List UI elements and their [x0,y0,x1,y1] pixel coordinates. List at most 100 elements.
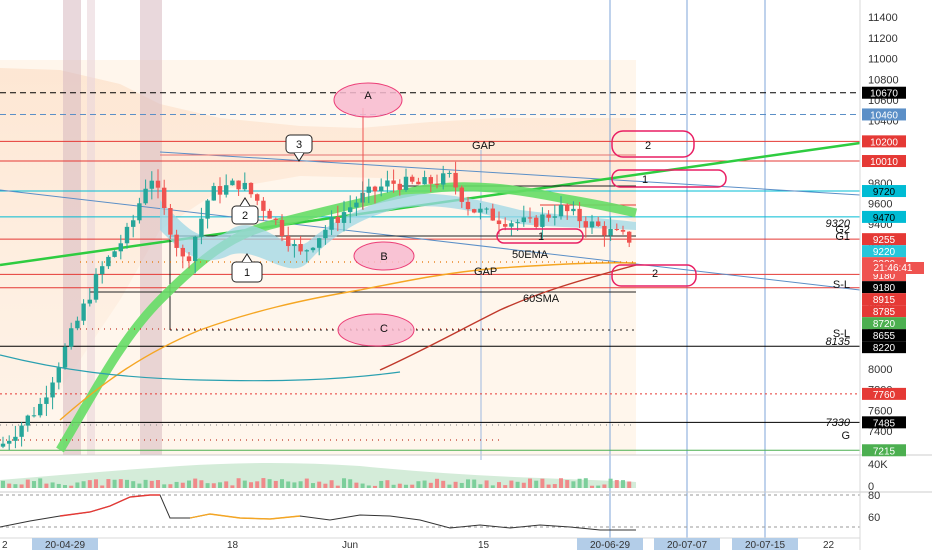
volume-bar [509,480,514,488]
volume-bar [627,481,632,488]
volume-bar [242,480,247,488]
candle-body [81,303,86,321]
sky-band [160,193,636,269]
candle-body [75,320,80,329]
annotation-text: B [380,251,387,263]
volume-bar [590,485,594,488]
level-badge-text: 7485 [873,418,896,429]
callout-3 [285,134,313,162]
candle-body [7,440,12,444]
candle-body [162,187,167,209]
volume-bar [56,483,61,488]
volume-bar [329,480,334,488]
volume-bar [118,479,123,488]
side-label: S-L [833,328,850,340]
candle-body [410,176,415,182]
candle-body [118,243,123,252]
volume-bar [75,482,80,488]
level-badge-text: 8655 [873,331,896,342]
candle-body [286,236,291,247]
candle-body [310,247,316,251]
candle-body [273,218,278,221]
volume-bar [32,481,36,488]
oscillator-axis-tick: 60 [868,512,880,524]
candle-body [366,186,371,193]
side-label: S-L [833,279,850,291]
volume-bar [565,480,570,488]
candle-body [521,217,526,223]
candle-body [385,180,390,187]
candle-body [69,328,74,347]
candle-body [583,221,588,228]
level-badge [862,233,906,246]
volume-bar [596,485,601,488]
volume-bar [298,481,303,488]
candle-body [180,247,185,257]
callout-2 [231,197,259,225]
volume-bar [87,480,92,488]
volume-bar [224,481,229,488]
level-badge-text: 9220 [873,247,896,258]
volume-bar [608,478,613,488]
side-label: G2 [835,224,850,236]
volume-bar [94,479,98,488]
level-badge [862,341,906,354]
candle-body [627,231,632,243]
volume-bar [230,485,235,488]
side-label: 8135 [826,336,851,348]
volume-bar [459,482,464,488]
volume-bar [180,482,185,488]
candle-body [335,216,340,223]
volume-bar [602,484,607,488]
time-axis-tick: 22 [823,540,835,550]
oscillator-axis-tick: 80 [868,490,880,502]
candle-body [552,216,557,218]
level-lines [0,92,860,451]
level-badge [862,245,906,258]
time-axis-tick: 15 [478,540,490,550]
volume-bar [63,485,67,488]
level-badge-text: 10460 [870,110,898,121]
level-badge [862,108,906,121]
annotation-text: 60SMA [523,293,560,305]
level-badge [862,416,906,429]
volume-bar [534,480,539,488]
time-axis-tick: Jun [342,540,358,550]
annotation-text: 3 [296,139,302,151]
annotation-text: 2 [242,210,248,222]
candle-body [124,226,130,244]
level-badges: 1067010460102001001097209470925592209200… [862,86,906,457]
level-badge [862,86,906,99]
volume-bar [193,478,198,488]
date-badge-text: 20-06-29 [590,540,630,550]
volume-bar [149,480,154,488]
candle-body [509,223,514,227]
candle-body [248,182,254,195]
level-badge [862,317,906,330]
sma-line [379,264,637,371]
candle-body [44,397,49,404]
level-badge-text: 10200 [870,137,898,148]
volume-bar [286,481,291,488]
candle-body [155,180,161,188]
volume-bar [447,484,452,488]
candle-body [422,177,427,185]
volume-bar [552,484,557,488]
volume-bar [397,483,402,488]
countdown-badge [862,262,924,274]
volume-bar [348,479,353,488]
level-badge [862,329,906,342]
candle-body [292,244,297,247]
volume-bar [187,480,191,488]
candle-body [565,204,570,212]
side-label: G [841,430,850,442]
candle-body [137,203,142,221]
candle-body [143,188,148,204]
oscillator-highlight [59,494,160,517]
candle-body [267,210,272,219]
volume-bar [156,480,160,488]
candle-body [279,220,285,237]
oscillator-line [0,494,636,531]
annotation-text: GAP [474,266,497,278]
